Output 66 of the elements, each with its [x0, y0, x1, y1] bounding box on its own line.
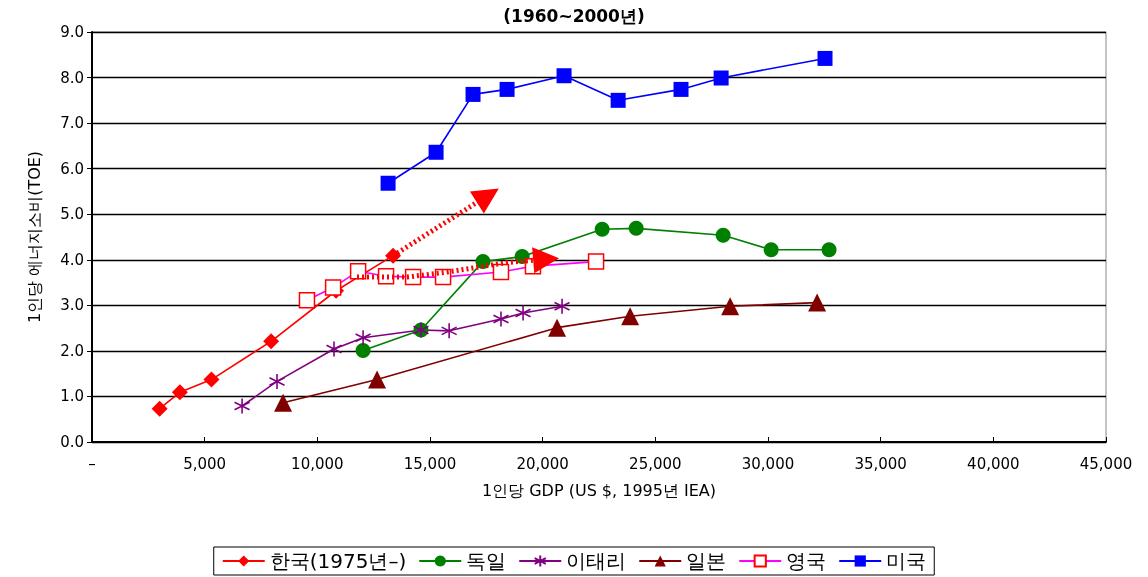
point	[808, 293, 827, 312]
point	[492, 310, 510, 328]
y-tick-label: 5.0	[60, 205, 84, 224]
x-tick-label: 25,000	[629, 454, 682, 473]
y-tick-label: 6.0	[60, 159, 84, 178]
x-axis-title: 1인당 GDP (US $, 1995년 IEA)	[481, 480, 717, 500]
x-tick-label: 10,000	[291, 454, 344, 473]
y-axis-title: 1인당 에너지소비(TOE)	[24, 150, 44, 324]
point	[324, 279, 342, 296]
point	[713, 70, 729, 86]
x-tick-label: 35,000	[854, 454, 907, 473]
y-tick-label: 1.0	[60, 387, 84, 406]
point	[325, 340, 343, 358]
point	[380, 175, 396, 191]
point	[263, 333, 280, 350]
point	[492, 263, 510, 281]
point	[355, 342, 371, 358]
point	[673, 81, 689, 97]
point	[514, 304, 532, 322]
x-tick-label: 30,000	[741, 454, 795, 473]
legend-label: 이태리	[566, 549, 627, 573]
point	[274, 393, 293, 412]
y-tick-label: 9.0	[60, 23, 84, 41]
legend-label: 미국	[886, 549, 927, 573]
point	[203, 371, 220, 388]
point	[628, 220, 644, 236]
y-tick-label: 0.0	[60, 433, 84, 451]
point	[556, 68, 572, 84]
point	[465, 86, 481, 102]
point	[171, 384, 188, 401]
point	[268, 373, 286, 390]
point	[354, 329, 372, 346]
y-tick-label: 3.0	[60, 296, 84, 315]
point	[587, 253, 605, 270]
y-tick-label: 4.0	[60, 250, 84, 269]
legend-label: 한국(1975년–)	[269, 549, 407, 573]
point	[763, 242, 779, 258]
point	[715, 227, 731, 243]
chart-title: (1960~2000년)	[503, 5, 645, 26]
point	[821, 242, 837, 258]
point	[151, 400, 168, 417]
point	[233, 397, 251, 415]
y-tick-label: 2.0	[60, 341, 84, 360]
point	[721, 297, 740, 316]
point	[548, 318, 567, 337]
y-tick-label: 8.0	[60, 68, 84, 87]
point	[621, 307, 640, 326]
y-tick-label: 7.0	[60, 114, 84, 133]
x-tick-label: 5,000	[183, 454, 227, 473]
point	[298, 292, 316, 309]
point	[817, 50, 833, 66]
x-tick-label: 15,000	[403, 454, 457, 473]
point	[440, 322, 458, 340]
point	[553, 297, 571, 315]
point	[368, 370, 387, 389]
legend-label: 독일	[466, 549, 507, 573]
legend-label: 영국	[786, 549, 827, 573]
x-tick-label: 45,000	[1079, 454, 1133, 473]
point	[499, 81, 515, 97]
x-tick-label: 40,000	[967, 454, 1020, 473]
legend-label: 일본	[686, 549, 727, 573]
x-tick-label: 20,000	[516, 454, 569, 473]
point	[428, 144, 444, 160]
x-tick-label: –	[88, 454, 96, 473]
point	[610, 92, 626, 108]
point	[594, 221, 610, 237]
